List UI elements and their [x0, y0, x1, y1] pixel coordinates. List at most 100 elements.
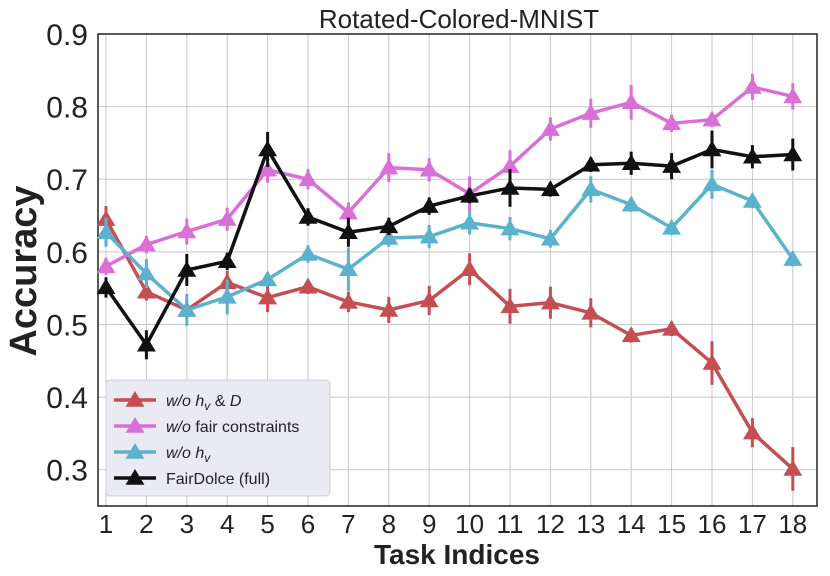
data-point — [662, 114, 682, 131]
x-tick-label: 10 — [455, 509, 484, 539]
data-point — [217, 287, 237, 304]
y-tick-label: 0.7 — [46, 164, 88, 197]
data-point — [621, 195, 641, 212]
data-point — [379, 158, 399, 175]
data-point — [217, 252, 237, 269]
data-point — [419, 291, 439, 308]
data-point — [460, 260, 480, 277]
y-tick-label: 0.6 — [46, 237, 88, 270]
data-point — [500, 178, 520, 195]
x-tick-label: 18 — [778, 509, 807, 539]
plot-frame — [97, 33, 818, 507]
data-point — [460, 186, 480, 203]
data-point — [419, 160, 439, 177]
plot-border — [97, 33, 818, 507]
data-point — [177, 222, 197, 239]
data-point — [379, 229, 399, 245]
x-tick-label: 12 — [536, 509, 565, 539]
data-point — [217, 210, 237, 226]
data-point — [581, 303, 601, 320]
legend-label: FairDolce (full) — [166, 471, 270, 488]
x-tick-labels: 1 2 3 4 5 6 7 8 9 10 11 12 13 14 15 16 17 18 — [99, 509, 807, 539]
data-point — [742, 192, 762, 208]
legend-box — [105, 379, 331, 497]
y-tick-label: 0.3 — [46, 455, 88, 488]
data-point — [258, 288, 278, 305]
data-point — [662, 218, 682, 235]
data-point — [298, 245, 318, 261]
data-point — [298, 277, 318, 294]
data-point — [783, 250, 803, 266]
data-point — [177, 300, 197, 317]
series-line — [105, 85, 794, 268]
x-tick-label: 4 — [220, 509, 234, 539]
x-tick-label: 17 — [738, 509, 767, 539]
y-tick-label: 0.4 — [46, 382, 88, 415]
data-point — [662, 319, 682, 336]
data-point — [742, 78, 762, 94]
data-point — [136, 282, 156, 299]
chart-title: Rotated-Colored-MNIST — [319, 4, 599, 34]
legend-item: w/o fair constraints — [114, 417, 299, 436]
data-point — [581, 155, 601, 172]
data-point — [379, 217, 399, 234]
x-tick-label: 14 — [617, 509, 646, 539]
data-point — [258, 270, 278, 287]
y-axis-label: Accuracy — [3, 185, 45, 356]
series-fairdolce-full- — [96, 130, 803, 360]
data-point — [338, 292, 358, 309]
data-point — [540, 229, 560, 246]
legend-label: w/o fair constraints — [166, 419, 299, 436]
data-point — [136, 264, 156, 281]
data-point — [621, 93, 641, 110]
x-tick-label: 2 — [139, 509, 153, 539]
x-tick-label: 8 — [382, 509, 396, 539]
data-point — [96, 278, 116, 295]
data-point — [783, 145, 803, 162]
legend-label: w/o hv & D — [166, 393, 242, 413]
data-point — [136, 235, 156, 252]
data-point — [338, 260, 358, 277]
y-tick-label: 0.9 — [46, 19, 88, 52]
data-point — [500, 219, 520, 236]
data-point — [419, 197, 439, 213]
data-point — [742, 147, 762, 164]
data-point — [96, 223, 116, 239]
x-tick-label: 3 — [180, 509, 194, 539]
data-point — [258, 160, 278, 177]
legend-item: FairDolce (full) — [114, 469, 270, 488]
x-tick-label: 7 — [341, 509, 355, 539]
data-point — [500, 157, 520, 173]
data-point — [702, 110, 722, 127]
series-w-o-h-v — [96, 169, 803, 326]
data-point — [742, 423, 762, 440]
x-tick-label: 5 — [260, 509, 274, 539]
data-point — [298, 207, 318, 224]
data-point — [662, 157, 682, 173]
x-tick-label: 6 — [301, 509, 315, 539]
x-tick-label: 11 — [497, 509, 524, 539]
data-point — [298, 170, 318, 186]
x-tick-label: 1 — [99, 509, 113, 539]
data-point — [500, 297, 520, 314]
data-point — [338, 203, 358, 220]
series-line — [104, 182, 795, 312]
x-tick-label: 13 — [576, 509, 605, 539]
legend-marker — [125, 417, 145, 433]
data-point — [460, 213, 480, 230]
data-point — [702, 140, 722, 157]
data-point — [136, 335, 156, 352]
data-point — [621, 154, 641, 171]
data-point — [621, 326, 641, 343]
legend-marker — [125, 391, 145, 407]
data-point — [258, 140, 278, 157]
data-point — [540, 120, 560, 136]
legend-marker — [125, 469, 145, 485]
series-w-o-h-v-d — [96, 206, 803, 491]
x-tick-label: 15 — [657, 509, 686, 539]
data-point — [581, 104, 601, 120]
data-point — [177, 261, 197, 277]
y-tick-label: 0.5 — [46, 309, 88, 342]
data-point — [96, 257, 116, 274]
